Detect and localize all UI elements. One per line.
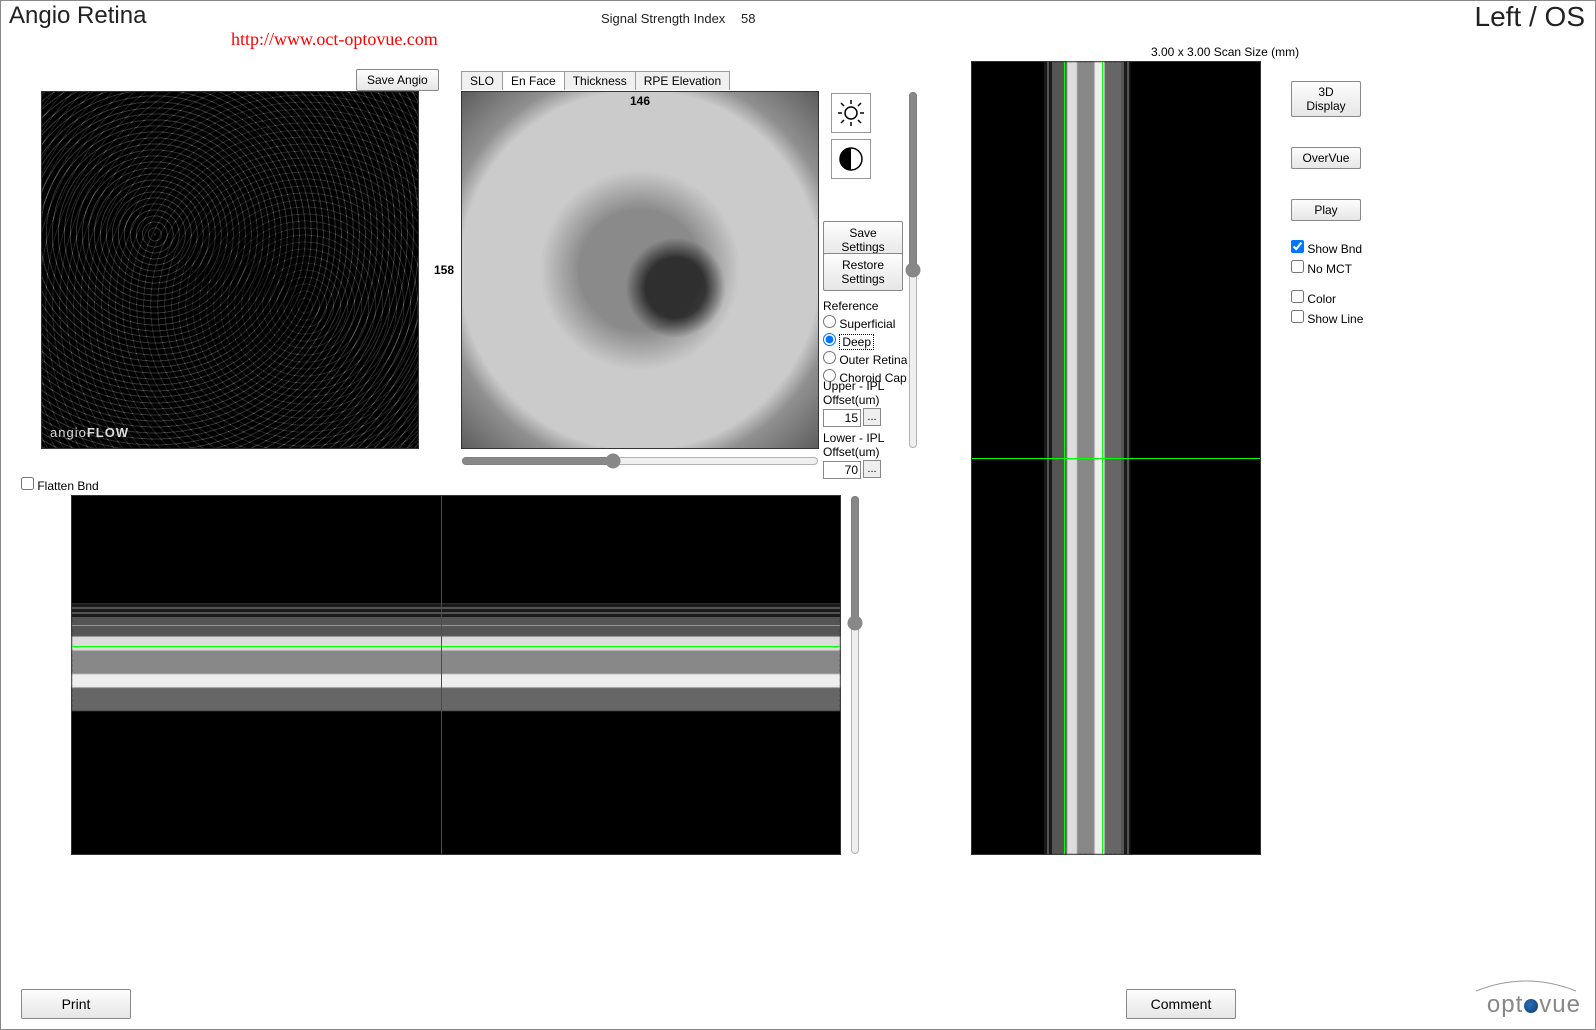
contrast-icon[interactable] [831, 139, 871, 179]
show-bnd-check[interactable]: Show Bnd [1291, 239, 1363, 259]
upper-offset-input[interactable] [823, 409, 861, 427]
upper-offset-more-button[interactable]: ... [863, 408, 881, 426]
save-angio-button[interactable]: Save Angio [356, 69, 439, 91]
comment-button[interactable]: Comment [1126, 989, 1236, 1019]
bscan-retina-band [72, 618, 840, 711]
enface-tabs: SLO En Face Thickness RPE Elevation [461, 71, 729, 90]
angio-watermark: angioFLOW [50, 425, 129, 440]
enface-texture [462, 92, 818, 448]
overvue-button[interactable]: OverVue [1291, 147, 1361, 169]
vertical-scan-horizontal-line [972, 458, 1260, 459]
show-line-label: Show Line [1307, 312, 1363, 326]
bscan-segmentation-upper [72, 625, 840, 626]
scan-size-label: 3.00 x 3.00 Scan Size (mm) [1151, 45, 1299, 59]
enface-top-value: 146 [630, 94, 650, 108]
app-title: Angio Retina [9, 2, 146, 30]
angio-image-panel[interactable]: angioFLOW [41, 91, 419, 449]
reference-label: Reference [823, 297, 907, 315]
enface-horizontal-slider[interactable] [461, 453, 819, 472]
no-mct-label: No MCT [1307, 262, 1352, 276]
show-line-check[interactable]: Show Line [1291, 309, 1363, 329]
show-bnd-label: Show Bnd [1307, 242, 1362, 256]
optovue-logo: optvue [1487, 991, 1581, 1019]
angio-texture [42, 92, 418, 448]
lower-offset-input[interactable] [823, 461, 861, 479]
tab-thickness[interactable]: Thickness [564, 71, 636, 90]
source-url: http://www.oct-optovue.com [231, 29, 438, 50]
logo-text-post: vue [1539, 991, 1581, 1018]
radio-outer-retina[interactable]: Outer Retina [823, 351, 907, 369]
enface-image-panel[interactable]: 146 158 [461, 91, 819, 449]
color-check[interactable]: Color [1291, 289, 1363, 309]
enface-left-value: 158 [434, 263, 454, 277]
right-controls: 3D Display OverVue Play [1291, 81, 1381, 251]
tab-slo[interactable]: SLO [461, 71, 503, 90]
upper-offset-unit: Offset(um) [823, 393, 884, 407]
radio-superficial-label: Superficial [839, 317, 895, 331]
angio-watermark-bold: FLOW [87, 425, 129, 440]
bscan-position-marker[interactable] [441, 496, 442, 854]
upper-offset-label: Upper - IPL [823, 379, 884, 393]
image-adjust-icons [831, 93, 873, 185]
logo-text-pre: opt [1487, 991, 1523, 1018]
ssi-label: Signal Strength Index [601, 11, 725, 26]
bscan-vertical-slider[interactable] [847, 495, 863, 855]
flatten-bnd-check[interactable]: Flatten Bnd [21, 477, 99, 493]
angio-watermark-pre: angio [50, 425, 87, 440]
logo-dot-icon [1524, 999, 1538, 1013]
print-button[interactable]: Print [21, 989, 131, 1019]
no-mct-check[interactable]: No MCT [1291, 259, 1363, 279]
restore-settings-button[interactable]: Restore Settings [823, 253, 903, 291]
radio-superficial[interactable]: Superficial [823, 315, 907, 333]
vertical-scan-panel[interactable] [971, 61, 1261, 855]
3d-display-button[interactable]: 3D Display [1291, 81, 1361, 117]
flatten-bnd-label: Flatten Bnd [37, 479, 98, 493]
lower-offset-more-button[interactable]: ... [863, 460, 881, 478]
play-button[interactable]: Play [1291, 199, 1361, 221]
eye-label: Left / OS [1475, 1, 1586, 33]
radio-deep-label: Deep [839, 334, 874, 350]
right-checkboxes: Show Bnd No MCT Color Show Line [1291, 239, 1363, 329]
color-label: Color [1307, 292, 1336, 306]
tab-enface[interactable]: En Face [502, 71, 565, 90]
tab-rpe-elevation[interactable]: RPE Elevation [635, 71, 730, 90]
reference-group: Reference Superficial Deep Outer Retina … [823, 297, 907, 387]
offset-group: Upper - IPL Offset(um) ... Lower - IPL O… [823, 379, 884, 483]
ssi-value: 58 [741, 11, 755, 26]
radio-deep[interactable]: Deep [823, 333, 907, 351]
enface-vertical-slider[interactable] [905, 91, 921, 449]
bscan-panel[interactable] [71, 495, 841, 855]
bscan-segmentation-lower [72, 646, 840, 647]
lower-offset-unit: Offset(um) [823, 445, 884, 459]
radio-outer-retina-label: Outer Retina [839, 353, 907, 367]
lower-offset-label: Lower - IPL [823, 431, 884, 445]
brightness-icon[interactable] [831, 93, 871, 133]
